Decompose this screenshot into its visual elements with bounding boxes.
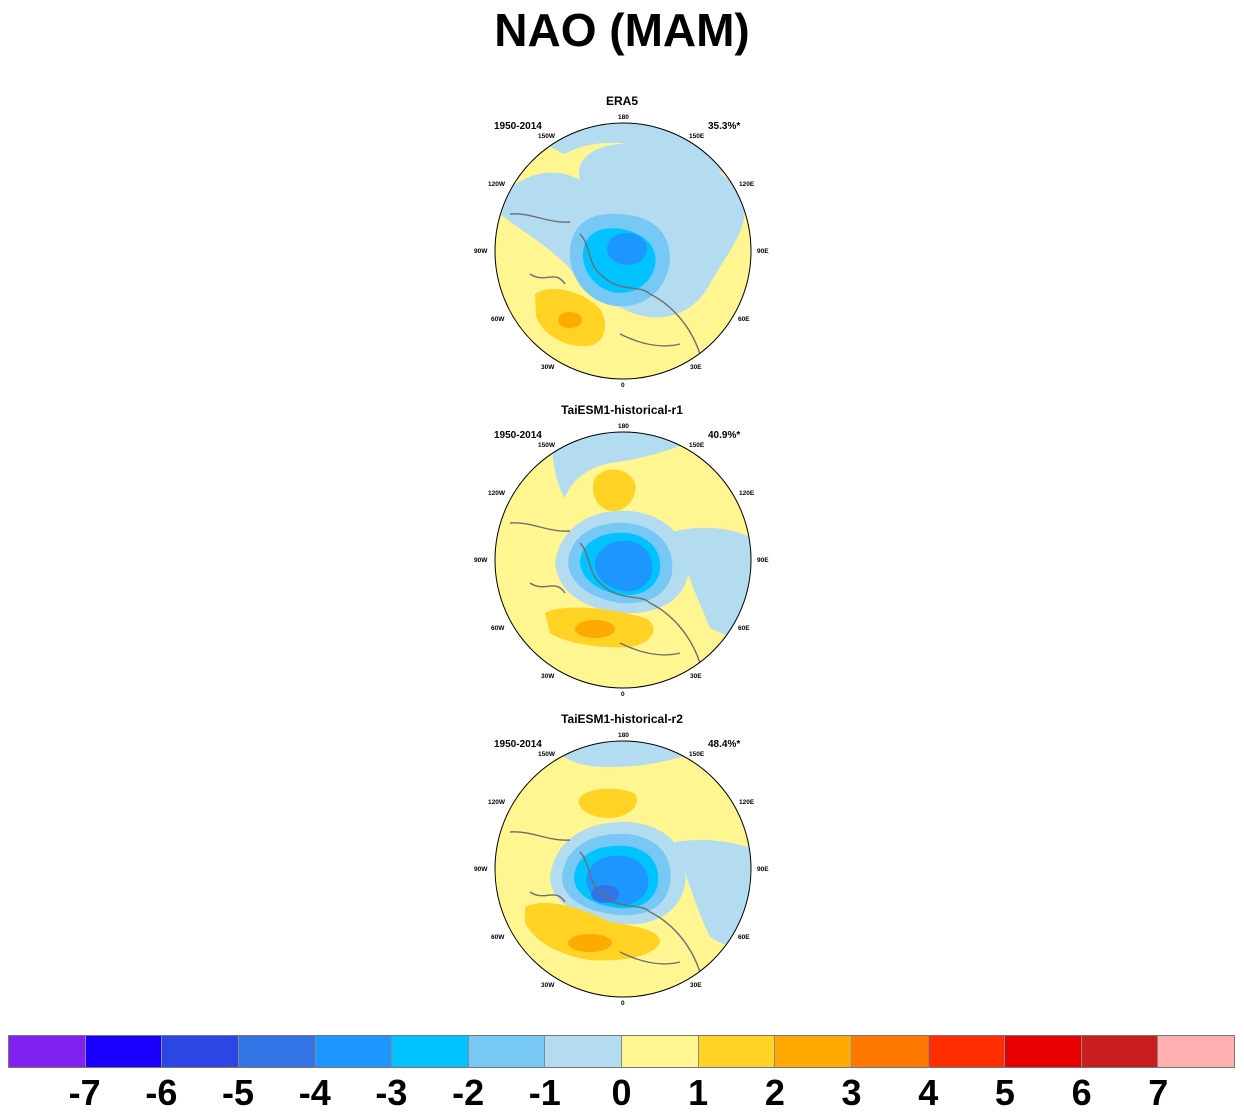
lon-label: 90E bbox=[757, 866, 769, 873]
lon-label: 150W bbox=[538, 751, 555, 758]
lon-label: 180 bbox=[618, 423, 629, 430]
lon-label: 150E bbox=[689, 751, 705, 758]
map-boundary bbox=[494, 122, 752, 380]
lon-label: 120W bbox=[488, 799, 505, 806]
panel-title: ERA5 bbox=[605, 94, 638, 108]
colorbar-swatch bbox=[622, 1036, 699, 1067]
polar-map-era5 bbox=[494, 122, 752, 380]
lon-label: 60W bbox=[491, 934, 505, 941]
lon-label: 90W bbox=[474, 866, 488, 873]
lon-label: 60E bbox=[738, 934, 750, 941]
colorbar-tick-label: -4 bbox=[298, 1072, 331, 1113]
negative-core bbox=[607, 233, 647, 265]
panel-variance: 35.3%* bbox=[708, 121, 741, 132]
lon-label: 60E bbox=[738, 625, 750, 632]
colorbar-swatch bbox=[162, 1036, 239, 1067]
colorbar-tick-label: 2 bbox=[764, 1072, 785, 1113]
panel-period: 1950-2014 bbox=[494, 430, 542, 441]
colorbar-swatch bbox=[238, 1036, 316, 1067]
colorbar-tick-label: 5 bbox=[994, 1072, 1015, 1113]
colorbar-swatch bbox=[9, 1036, 86, 1067]
lon-label: 30W bbox=[541, 673, 555, 680]
colorbar-swatch bbox=[1005, 1036, 1082, 1067]
lon-label: 180 bbox=[618, 732, 629, 739]
colorbar-tick-label: -3 bbox=[375, 1072, 408, 1113]
lon-label: 90W bbox=[474, 248, 488, 255]
colorbar-swatch bbox=[1158, 1036, 1234, 1067]
coastlines bbox=[509, 831, 701, 973]
lon-label: 120E bbox=[739, 490, 755, 497]
lon-label: 150E bbox=[689, 133, 705, 140]
lon-label: 120W bbox=[488, 490, 505, 497]
colorbar-swatch bbox=[1081, 1036, 1159, 1067]
lon-label: 90E bbox=[757, 557, 769, 564]
colorbar-swatch bbox=[775, 1036, 852, 1067]
map-panel-r2: TaiESM1-historical-r2 1950-2014 48.4%* 1… bbox=[470, 712, 774, 1012]
colorbar-tick-label: -7 bbox=[68, 1072, 101, 1113]
lon-label: 90W bbox=[474, 557, 488, 564]
polar-map-r1 bbox=[494, 431, 752, 689]
colorbar-tick-label: -5 bbox=[222, 1072, 255, 1113]
colorbar-tick-label: -2 bbox=[452, 1072, 485, 1113]
colorbar-tick-label: 4 bbox=[918, 1072, 939, 1113]
lon-label: 30E bbox=[690, 673, 702, 680]
positive-core bbox=[558, 312, 582, 328]
panel-variance: 40.9%* bbox=[708, 430, 741, 441]
lon-label: 30E bbox=[690, 364, 702, 371]
colorbar-swatch bbox=[545, 1036, 622, 1067]
lon-label: 0 bbox=[621, 691, 625, 698]
panel-period: 1950-2014 bbox=[494, 739, 542, 750]
negative-region bbox=[540, 741, 730, 767]
positive-core bbox=[575, 620, 615, 638]
positive-region bbox=[578, 788, 638, 818]
colorbar-swatch bbox=[698, 1036, 776, 1067]
lon-label: 150W bbox=[538, 442, 555, 449]
lon-label: 120E bbox=[739, 181, 755, 188]
figure-title: NAO (MAM) bbox=[494, 4, 750, 56]
lon-label: 60W bbox=[491, 316, 505, 323]
map-boundary bbox=[494, 740, 752, 998]
colorbar-swatch bbox=[851, 1036, 929, 1067]
colorbar-tick-label: 1 bbox=[688, 1072, 709, 1113]
negative-region bbox=[594, 540, 653, 592]
panel-period: 1950-2014 bbox=[494, 121, 542, 132]
lon-label: 120E bbox=[739, 799, 755, 806]
lon-label: 180 bbox=[618, 114, 629, 121]
lon-label: 30W bbox=[541, 364, 555, 371]
colorbar-tick-label: -1 bbox=[528, 1072, 561, 1113]
map-panel-r1: TaiESM1-historical-r1 1950-2014 40.9%* 1… bbox=[470, 403, 774, 703]
coastlines bbox=[509, 213, 701, 355]
map-panel-era5: ERA5 1950-2014 35.3%* 180 150W 150E 120W… bbox=[470, 94, 774, 394]
panel-title: TaiESM1-historical-r1 bbox=[561, 403, 683, 417]
lon-label: 90E bbox=[757, 248, 769, 255]
colorbar-swatch bbox=[392, 1036, 469, 1067]
lon-label: 0 bbox=[621, 382, 625, 389]
colorbar-tick-label: 0 bbox=[611, 1072, 632, 1113]
colorbar-tick-label: 3 bbox=[841, 1072, 862, 1113]
map-boundary bbox=[494, 431, 752, 689]
panel-variance: 48.4%* bbox=[708, 739, 741, 750]
lon-label: 60E bbox=[738, 316, 750, 323]
colorbar-tick-label: 7 bbox=[1148, 1072, 1169, 1113]
lon-label: 30E bbox=[690, 982, 702, 989]
colorbar-tick-label: 6 bbox=[1071, 1072, 1092, 1113]
lon-label: 60W bbox=[491, 625, 505, 632]
colorbar-swatch bbox=[928, 1036, 1006, 1067]
lon-label: 150E bbox=[689, 442, 705, 449]
colorbar-tick-label: -6 bbox=[145, 1072, 178, 1113]
positive-region bbox=[525, 902, 660, 961]
panel-title: TaiESM1-historical-r2 bbox=[561, 712, 683, 726]
positive-region bbox=[593, 469, 636, 512]
colorbar-swatch bbox=[85, 1036, 163, 1067]
coastlines bbox=[509, 522, 701, 664]
polar-map-r2 bbox=[494, 740, 752, 998]
positive-core bbox=[568, 934, 612, 952]
lon-label: 150W bbox=[538, 133, 555, 140]
colorbar-swatch bbox=[315, 1036, 393, 1067]
lon-label: 120W bbox=[488, 181, 505, 188]
colorbar bbox=[8, 1035, 1235, 1068]
lon-label: 30W bbox=[541, 982, 555, 989]
lon-label: 0 bbox=[621, 1000, 625, 1007]
colorbar-swatch bbox=[468, 1036, 546, 1067]
